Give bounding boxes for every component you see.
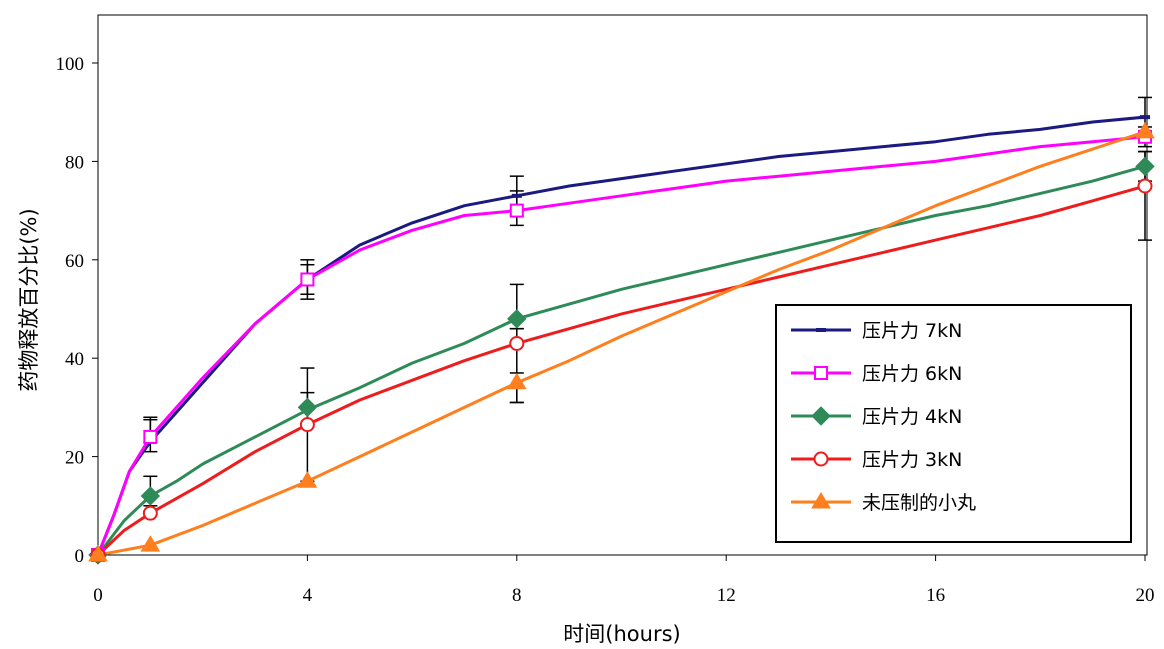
- y-tick-label: 100: [56, 54, 85, 75]
- legend-swatch-marker: [813, 451, 829, 467]
- series-line: [96, 115, 1147, 557]
- legend-entry-label: 压片力 4kN: [862, 406, 962, 428]
- y-tick-label: 20: [65, 448, 84, 469]
- plot-frame: [97, 14, 1148, 556]
- data-point: [140, 535, 161, 552]
- x-tick-label: 16: [926, 585, 945, 606]
- legend-swatch-marker: [814, 366, 828, 380]
- y-tick-label: 40: [65, 349, 84, 370]
- series-line: [96, 130, 1147, 557]
- data-point: [300, 272, 315, 287]
- legend-entry-label: 压片力 6kN: [862, 363, 962, 385]
- legend-entry-label: 压片力 3kN: [862, 449, 962, 471]
- x-tick-label: 4: [303, 585, 313, 606]
- x-tick-label: 8: [512, 585, 522, 606]
- legend-entry-label: 压片力 7kN: [862, 320, 962, 342]
- data-point: [1137, 178, 1153, 194]
- data-point: [509, 335, 525, 351]
- data-point: [142, 505, 158, 521]
- data-point: [299, 417, 315, 433]
- data-point: [509, 203, 524, 218]
- legend-entry-label: 未压制的小丸: [862, 492, 976, 514]
- data-point: [88, 545, 108, 562]
- x-tick-label: 12: [717, 585, 736, 606]
- data-point: [506, 372, 527, 390]
- legend-swatch-marker: [811, 406, 831, 426]
- y-tick-label: 0: [75, 546, 85, 567]
- x-tick-label: 20: [1136, 585, 1155, 606]
- data-point: [1135, 156, 1155, 177]
- series-line: [96, 164, 1147, 557]
- legend: 压片力 7kN 压片力 6kN 压片力 4kN 压片力 3kN 未压制的小丸: [775, 304, 1132, 543]
- legend-swatch-marker: [811, 492, 831, 509]
- data-point: [507, 309, 527, 329]
- y-tick-label: 80: [65, 152, 84, 173]
- series-line: [96, 184, 1147, 557]
- data-point: [1135, 121, 1155, 139]
- series-lines: [96, 115, 1147, 557]
- data-point: [140, 486, 161, 506]
- x-axis-title: 时间(hours): [563, 622, 680, 646]
- series-markers: [88, 115, 1155, 565]
- data-point: [143, 429, 158, 444]
- y-tick-label: 60: [65, 251, 84, 272]
- axes: 0 4 8 12 16 20 0 20 40 60 80 100: [56, 54, 1155, 606]
- series-line: [96, 135, 1147, 557]
- data-point: [297, 397, 318, 418]
- x-tick-label: 0: [93, 585, 103, 606]
- data-point: [297, 471, 318, 488]
- y-axis-title: 药物释放百分比(%): [17, 208, 41, 391]
